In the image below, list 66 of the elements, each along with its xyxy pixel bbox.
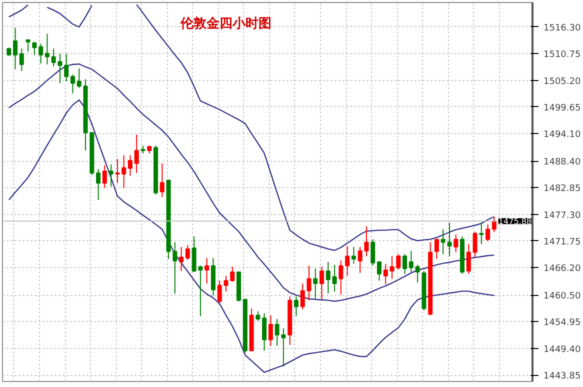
candlestick xyxy=(345,246,350,276)
y-tick-label: 1494.10 xyxy=(544,130,581,140)
candlestick xyxy=(383,263,388,285)
candlestick xyxy=(326,261,330,294)
candlestick xyxy=(492,216,496,233)
candlestick xyxy=(408,250,414,272)
candlestick xyxy=(486,224,490,242)
candlestick xyxy=(256,310,260,322)
candlestick xyxy=(44,33,50,65)
candlestick xyxy=(122,154,126,188)
candlestick xyxy=(179,246,184,272)
candlestick xyxy=(108,164,114,187)
candlestick xyxy=(434,238,439,260)
candlestick xyxy=(13,27,18,70)
candlestick xyxy=(351,246,356,264)
candlestick xyxy=(185,244,190,260)
candlestick xyxy=(402,254,408,274)
candlestick xyxy=(313,268,318,299)
y-tick-label: 1510.75 xyxy=(544,50,581,60)
candlestick xyxy=(300,283,305,310)
candlestick xyxy=(262,312,267,352)
candlestick xyxy=(204,258,210,284)
candlestick xyxy=(479,222,484,245)
candlestick xyxy=(26,38,30,52)
y-tick-label: 1505.20 xyxy=(544,76,581,87)
candlestick xyxy=(217,280,222,304)
ref-line-label: 1475.88 xyxy=(498,217,532,226)
candlestick xyxy=(306,265,312,301)
candlestick xyxy=(274,318,280,346)
candlestick xyxy=(281,328,286,368)
candlestick xyxy=(338,260,344,296)
candlestick xyxy=(128,154,132,176)
candlestick xyxy=(160,162,164,198)
y-tick-label: 1477.30 xyxy=(544,210,581,221)
candlestick xyxy=(102,164,107,188)
candlestick xyxy=(76,68,82,89)
candlestick xyxy=(115,158,120,184)
candlestick xyxy=(96,168,101,200)
y-tick-label: 1449.40 xyxy=(544,344,581,355)
y-tick-label: 1516.30 xyxy=(544,24,581,34)
candlestick xyxy=(32,41,37,56)
y-tick-label: 1454.95 xyxy=(544,318,581,328)
candlestick xyxy=(294,296,298,317)
line-series xyxy=(8,99,495,373)
candlestick xyxy=(320,266,324,300)
candlestick xyxy=(376,261,382,282)
y-tick-label: 1466.20 xyxy=(544,264,581,274)
text: 伦敦金四小时图 xyxy=(179,16,272,32)
y-tick-label: 1488.40 xyxy=(544,158,581,168)
candlestick xyxy=(332,264,337,292)
y-tick-label: 1443.85 xyxy=(544,372,581,382)
candlestick xyxy=(268,314,273,346)
candlestick xyxy=(370,238,376,266)
candlestick xyxy=(38,43,44,64)
y-tick-label: 1460.50 xyxy=(544,292,581,302)
candlestick xyxy=(64,53,69,82)
candlestick xyxy=(70,74,75,94)
candlestick xyxy=(466,244,471,274)
candlestick xyxy=(415,264,420,284)
y-tick-label: 1482.85 xyxy=(544,184,581,194)
candlestick xyxy=(134,134,139,174)
candlestick xyxy=(454,234,458,253)
candlestick xyxy=(472,231,478,258)
y-tick-label: 1471.75 xyxy=(544,237,581,248)
candlestick xyxy=(19,48,24,72)
y-tick-label: 1499.65 xyxy=(544,103,581,114)
